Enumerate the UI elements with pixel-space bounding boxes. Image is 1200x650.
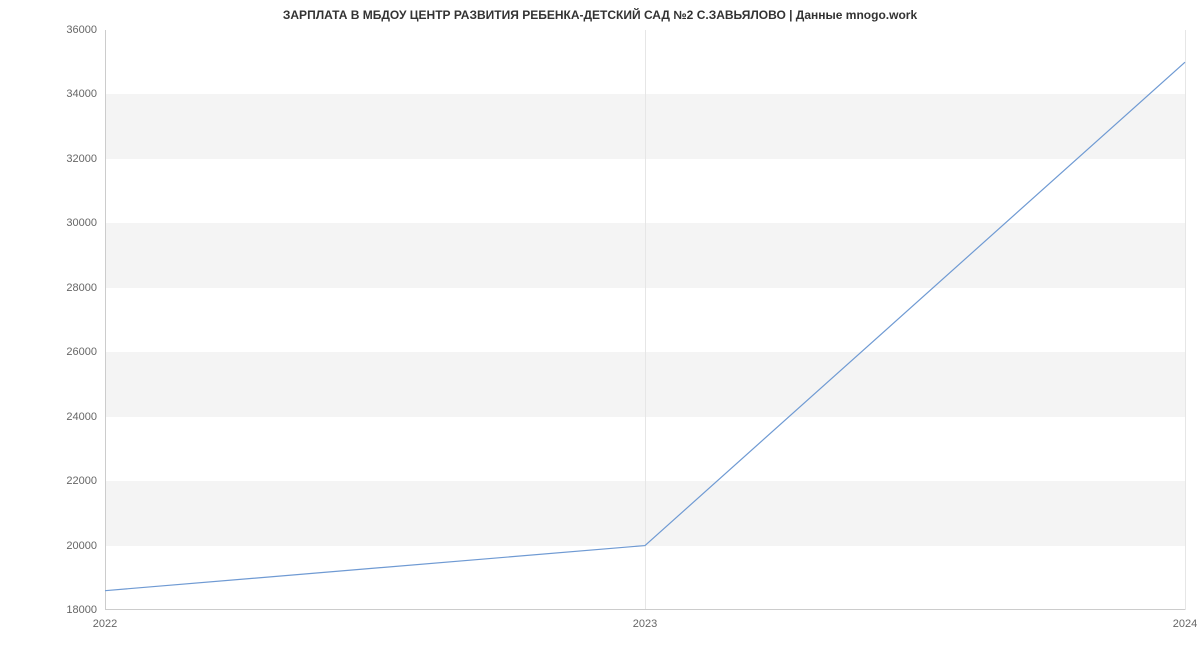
- x-grid-line: [1185, 30, 1186, 610]
- y-tick-label: 20000: [66, 540, 97, 552]
- y-tick-label: 22000: [66, 475, 97, 487]
- y-tick-label: 28000: [66, 282, 97, 294]
- x-tick-label: 2022: [93, 618, 117, 630]
- y-tick-label: 26000: [66, 346, 97, 358]
- y-tick-label: 34000: [66, 88, 97, 100]
- x-tick-label: 2024: [1173, 618, 1197, 630]
- y-tick-label: 24000: [66, 411, 97, 423]
- y-tick-label: 36000: [66, 24, 97, 36]
- chart-title: ЗАРПЛАТА В МБДОУ ЦЕНТР РАЗВИТИЯ РЕБЕНКА-…: [0, 8, 1200, 22]
- x-tick-label: 2023: [633, 618, 657, 630]
- y-tick-label: 30000: [66, 217, 97, 229]
- line-layer: [105, 30, 1185, 610]
- y-tick-label: 32000: [66, 153, 97, 165]
- data-line: [105, 62, 1185, 590]
- y-tick-label: 18000: [66, 604, 97, 616]
- plot-area: 1800020000220002400026000280003000032000…: [105, 30, 1185, 610]
